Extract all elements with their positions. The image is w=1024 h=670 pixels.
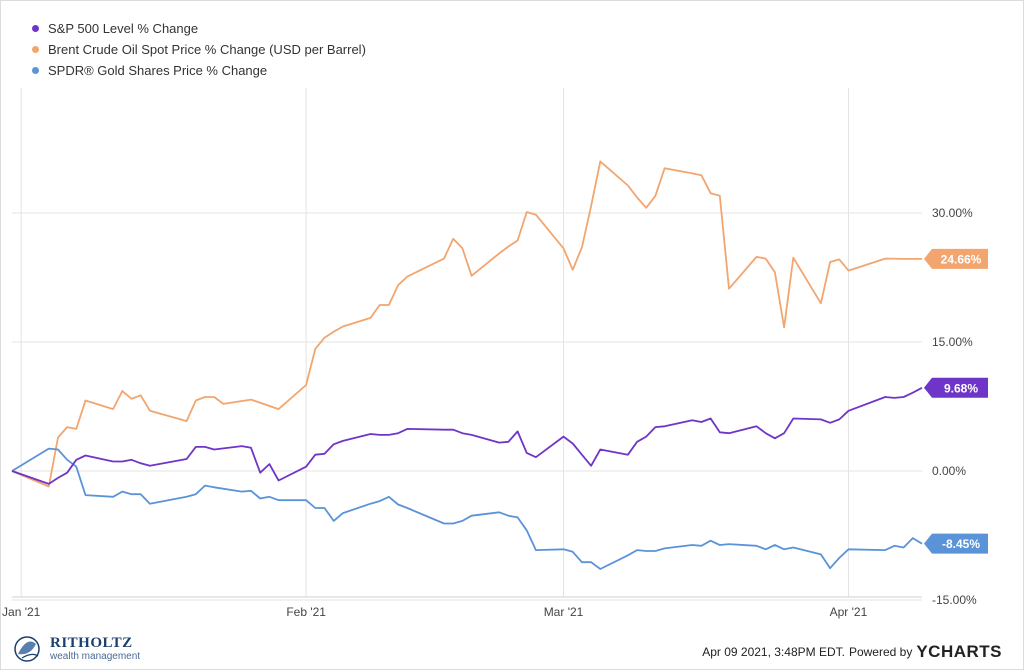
- chart-footer: Apr 09 2021, 3:48PM EDT. Powered by YCHA…: [702, 642, 1002, 662]
- end-value-tag-2: [924, 533, 988, 554]
- y-tick-label: -15.00%: [932, 593, 977, 607]
- x-tick-label: Apr '21: [830, 605, 868, 619]
- end-value-label-2: -8.45%: [942, 537, 980, 551]
- legend-item-brent[interactable]: Brent Crude Oil Spot Price % Change (USD…: [32, 39, 366, 60]
- ycharts-logo[interactable]: YCHARTS: [916, 642, 1002, 662]
- y-tick-label: 15.00%: [932, 335, 973, 349]
- end-value-tag-0: [924, 377, 988, 398]
- timestamp: Apr 09 2021, 3:48PM EDT.: [702, 645, 845, 659]
- legend-item-sp500[interactable]: S&P 500 Level % Change: [32, 18, 366, 39]
- legend-marker-brent: [32, 46, 39, 53]
- x-tick-label: Mar '21: [544, 605, 584, 619]
- legend-label-brent: Brent Crude Oil Spot Price % Change (USD…: [48, 42, 366, 57]
- legend-item-gold[interactable]: SPDR® Gold Shares Price % Change: [32, 60, 366, 81]
- legend-marker-sp500: [32, 25, 39, 32]
- y-tick-label: 0.00%: [932, 464, 966, 478]
- x-tick-label: Feb '21: [286, 605, 326, 619]
- ycharts-logo-text: YCHARTS: [916, 642, 1002, 661]
- end-value-label-1: 24.66%: [941, 252, 982, 266]
- chart-legend: S&P 500 Level % Change Brent Crude Oil S…: [32, 18, 366, 81]
- powered-by-label: Powered by: [848, 645, 913, 659]
- legend-marker-gold: [32, 67, 39, 74]
- end-value-label-0: 9.68%: [944, 381, 978, 395]
- ritholtz-emblem-icon: [14, 636, 40, 662]
- brand-subtitle: wealth management: [50, 651, 141, 662]
- brand-name: RITHOLTZ: [50, 635, 133, 651]
- legend-label-sp500: S&P 500 Level % Change: [48, 21, 199, 36]
- series-line-2[interactable]: [11, 447, 923, 570]
- series-line-0[interactable]: [11, 387, 923, 485]
- y-tick-label: 30.00%: [932, 206, 973, 220]
- legend-label-gold: SPDR® Gold Shares Price % Change: [48, 63, 268, 78]
- series-line-1[interactable]: [11, 160, 922, 488]
- ritholtz-logo: RITHOLTZ wealth management: [10, 634, 140, 664]
- x-tick-label: Jan '21: [2, 605, 41, 619]
- end-value-tag-1: [924, 248, 988, 269]
